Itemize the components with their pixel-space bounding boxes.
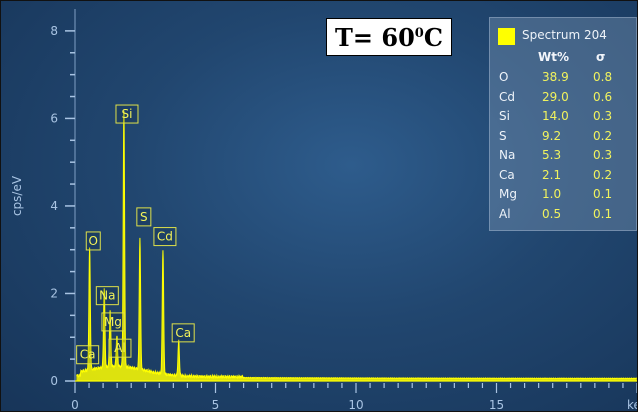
- legend-sigma: 0.1: [593, 207, 613, 221]
- legend-wt: 2.1: [542, 168, 562, 182]
- legend-row: Al 0.5 0.1: [490, 207, 636, 222]
- y-axis-label: cps/eV: [10, 175, 24, 216]
- peak-label-box: [153, 227, 177, 247]
- peak-label: Si: [115, 104, 139, 124]
- legend-wt: 5.3: [542, 148, 562, 162]
- peak-label: O: [85, 231, 101, 251]
- legend-wt: 38.9: [542, 70, 569, 84]
- peak-label-text: Cd: [157, 230, 173, 244]
- legend-element: O: [499, 70, 509, 84]
- legend-sigma: 0.3: [593, 148, 613, 162]
- peak-label-text: Mg: [104, 315, 122, 329]
- title-suffix: C: [423, 22, 443, 52]
- peak-label-text: S: [140, 210, 148, 224]
- y-tick-label: 8: [50, 24, 58, 38]
- y-tick-label: 4: [50, 199, 58, 213]
- y-tick-label: 2: [50, 286, 58, 300]
- legend-series-name: Spectrum 204: [522, 28, 607, 42]
- legend-row: Na 5.3 0.3: [490, 148, 636, 163]
- peak-label-box: [85, 231, 101, 251]
- title-superscript: 0: [414, 25, 424, 41]
- legend-wt: 1.0: [542, 187, 562, 201]
- legend-row: Mg 1.0 0.1: [490, 187, 636, 202]
- peak-label: Cd: [153, 227, 177, 247]
- peak-label: S: [136, 207, 152, 227]
- legend-row: O 38.9 0.8: [490, 70, 636, 85]
- x-tick-label: 5: [212, 398, 220, 412]
- legend-sigma: 0.3: [593, 109, 613, 123]
- y-tick-label: 0: [50, 374, 58, 388]
- peak-label-text: Si: [122, 107, 133, 121]
- peak-label: Al: [108, 338, 132, 358]
- legend-wt: 14.0: [542, 109, 569, 123]
- legend-swatch: [498, 28, 515, 45]
- legend-header-sigma: σ: [596, 50, 606, 64]
- chart-title: T= 60 0 C: [326, 18, 452, 56]
- legend-element: Si: [499, 109, 510, 123]
- peak-label: Na: [95, 286, 119, 306]
- peak-label-box: [95, 286, 119, 306]
- peak-label: Ca: [76, 345, 100, 365]
- legend-wt: 9.2: [542, 129, 562, 143]
- legend-row: Cd 29.0 0.6: [490, 90, 636, 105]
- y-tick-label: 6: [50, 111, 58, 125]
- peak-label-box: [136, 207, 152, 227]
- legend-element: Na: [499, 148, 516, 162]
- legend-sigma: 0.1: [593, 187, 613, 201]
- legend-wt: 0.5: [542, 207, 562, 221]
- x-tick-label: 15: [489, 398, 504, 412]
- peak-label-text: Ca: [175, 326, 191, 340]
- x-tick-label: 0: [71, 398, 79, 412]
- peak-label: Ca: [171, 323, 195, 343]
- legend-sigma: 0.2: [593, 168, 613, 182]
- peak-label-box: [101, 312, 125, 332]
- legend-panel: Spectrum 204 Wt% σ O 38.9 0.8 Cd 29.0 0.…: [489, 17, 637, 231]
- legend-element: Al: [499, 207, 511, 221]
- peak-label-box: [76, 345, 100, 365]
- legend-row: Si 14.0 0.3: [490, 109, 636, 124]
- peak-label: Mg: [101, 312, 125, 332]
- peak-label-box: [171, 323, 195, 343]
- legend-element: Ca: [499, 168, 515, 182]
- x-tick-label: 10: [348, 398, 363, 412]
- legend-sigma: 0.8: [593, 70, 613, 84]
- peak-label-box: [108, 338, 132, 358]
- legend-row: Ca 2.1 0.2: [490, 168, 636, 183]
- legend-row: S 9.2 0.2: [490, 129, 636, 144]
- legend-element: Mg: [499, 187, 517, 201]
- legend-wt: 29.0: [542, 90, 569, 104]
- peak-label-text: O: [89, 234, 98, 248]
- peak-label-text: Na: [99, 289, 115, 303]
- peak-label-box: [115, 104, 139, 124]
- legend-sigma: 0.6: [593, 90, 613, 104]
- legend-element: Cd: [499, 90, 515, 104]
- title-prefix: T= 60: [335, 22, 415, 52]
- x-axis-label: ke: [627, 398, 638, 412]
- legend-element: S: [499, 129, 507, 143]
- peak-label-text: Ca: [80, 348, 96, 362]
- spectrum-line: [76, 110, 637, 380]
- legend-sigma: 0.2: [593, 129, 613, 143]
- peak-label-text: Al: [114, 341, 126, 355]
- legend-header-wt: Wt%: [538, 50, 569, 64]
